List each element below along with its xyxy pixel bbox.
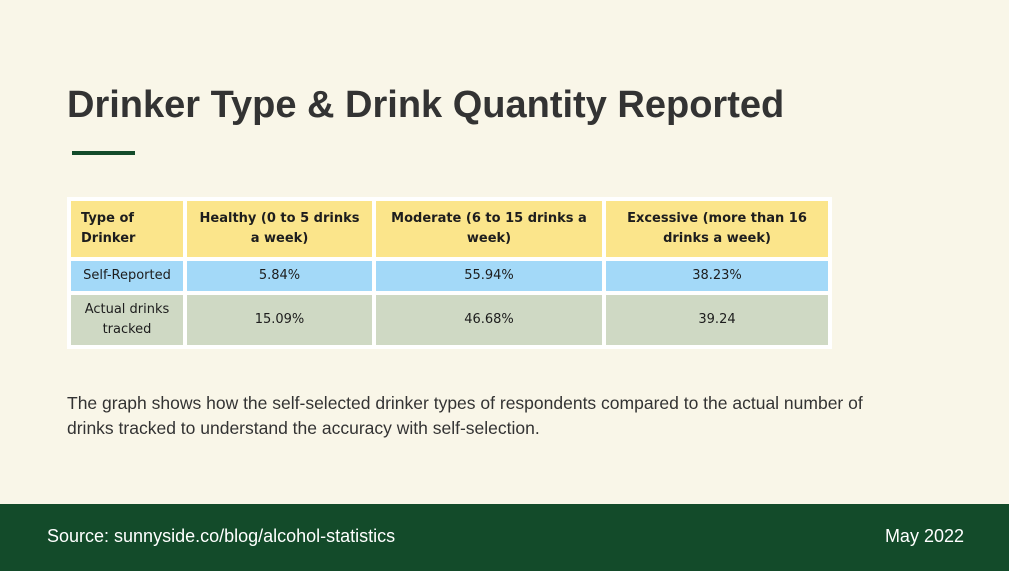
header-moderate: Moderate (6 to 15 drinks a week) <box>376 201 602 257</box>
header-healthy: Healthy (0 to 5 drinks a week) <box>187 201 372 257</box>
title-underline <box>72 151 135 155</box>
cell-self-reported-excessive: 38.23% <box>606 261 828 291</box>
table-row-actual-tracked: Actual drinks tracked 15.09% 46.68% 39.2… <box>71 295 828 345</box>
cell-actual-excessive: 39.24 <box>606 295 828 345</box>
row-label-self-reported: Self-Reported <box>71 261 183 291</box>
header-type-of-drinker: Type of Drinker <box>71 201 183 257</box>
header-excessive: Excessive (more than 16 drinks a week) <box>606 201 828 257</box>
table-header-row: Type of Drinker Healthy (0 to 5 drinks a… <box>71 201 828 257</box>
cell-self-reported-healthy: 5.84% <box>187 261 372 291</box>
page-title: Drinker Type & Drink Quantity Reported <box>67 84 785 126</box>
cell-actual-healthy: 15.09% <box>187 295 372 345</box>
cell-actual-moderate: 46.68% <box>376 295 602 345</box>
source-citation: Source: sunnyside.co/blog/alcohol-statis… <box>47 526 396 546</box>
description-text: The graph shows how the self-selected dr… <box>67 393 863 438</box>
row-label-actual-tracked: Actual drinks tracked <box>71 295 183 345</box>
footer-date: May 2022 <box>884 526 964 546</box>
cell-self-reported-moderate: 55.94% <box>376 261 602 291</box>
footer-bar: Source: sunnyside.co/blog/alcohol-statis… <box>0 504 1009 571</box>
drinker-type-table: Type of Drinker Healthy (0 to 5 drinks a… <box>67 197 832 349</box>
table-row-self-reported: Self-Reported 5.84% 55.94% 38.23% <box>71 261 828 291</box>
